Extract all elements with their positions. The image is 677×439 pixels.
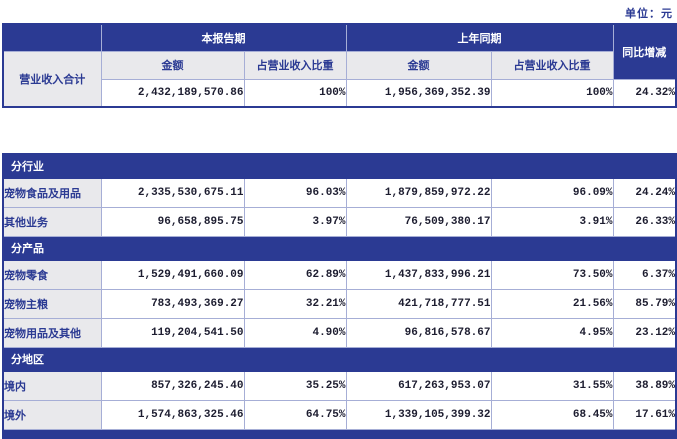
col-header-pct-current: 占营业收入比重 [243,50,347,80]
cell-yoy: 26.33% [612,206,677,237]
cell-prior-amount: 1,339,105,399.32 [345,399,492,430]
cell-current-amount: 2,335,530,675.11 [100,177,245,208]
cell-current-pct: 64.75% [243,399,347,430]
table-row: 宠物用品及其他 119,204,541.50 4.90% 96,816,578.… [2,317,677,348]
table-row: 境内 857,326,245.40 35.25% 617,263,953.07 … [2,370,677,401]
cell-prior-amount: 421,718,777.51 [345,288,492,319]
cell-prior-pct: 21.56% [490,288,614,319]
col-header-current-period: 本报告期 [100,23,347,52]
row-label-domestic: 境内 [2,370,102,401]
cell-prior-pct: 96.09% [490,177,614,208]
cell-current-pct: 3.97% [243,206,347,237]
cell-current-amount: 96,658,895.75 [100,206,245,237]
cell-current-amount: 119,204,541.50 [100,317,245,348]
cell-prior-amount: 617,263,953.07 [345,370,492,401]
cell-current-pct: 62.89% [243,259,347,290]
unit-label: 单位：元 [625,8,673,20]
cell-yoy: 38.89% [612,370,677,401]
row-label-total-revenue: 营业收入合计 [2,50,102,108]
cell-yoy: 85.79% [612,288,677,319]
table-row: 宠物主粮 783,493,369.27 32.21% 421,718,777.5… [2,288,677,319]
row-label-pet-food-supplies: 宠物食品及用品 [2,177,102,208]
cell-yoy: 6.37% [612,259,677,290]
cell-current-amount: 1,529,491,660.09 [100,259,245,290]
cell-current-pct: 96.03% [243,177,347,208]
cell-prior-amount: 76,509,380.17 [345,206,492,237]
section-header-by-region: 分地区 [2,346,677,372]
cell-prior-pct: 4.95% [490,317,614,348]
table-row: 宠物食品及用品 2,335,530,675.11 96.03% 1,879,85… [2,177,677,208]
next-section-header-cutoff [2,428,677,439]
cell-prior-pct: 73.50% [490,259,614,290]
cell-yoy: 24.24% [612,177,677,208]
table-row: 其他业务 96,658,895.75 3.97% 76,509,380.17 3… [2,206,677,237]
section-header-by-industry: 分行业 [2,153,677,179]
cell-current-amount: 1,574,863,325.46 [100,399,245,430]
cell-prior-amount: 96,816,578.67 [345,317,492,348]
cell-total-prior-pct: 100% [490,78,614,108]
row-label-pet-supplies-other: 宠物用品及其他 [2,317,102,348]
cell-yoy: 17.61% [612,399,677,430]
col-header-pct-prior: 占营业收入比重 [490,50,614,80]
cell-current-pct: 35.25% [243,370,347,401]
cell-prior-pct: 3.91% [490,206,614,237]
col-header-amount-current: 金额 [100,50,245,80]
row-label-other-business: 其他业务 [2,206,102,237]
row-label-pet-snacks: 宠物零食 [2,259,102,290]
col-header-yoy-change: 同比增减 [612,23,677,80]
row-label-pet-staple-food: 宠物主粮 [2,288,102,319]
cell-yoy: 23.12% [612,317,677,348]
table-row: 境外 1,574,863,325.46 64.75% 1,339,105,399… [2,399,677,430]
corner-cell [2,23,102,52]
cell-current-amount: 857,326,245.40 [100,370,245,401]
cell-total-current-pct: 100% [243,78,347,108]
cell-total-prior-amount: 1,956,369,352.39 [345,78,492,108]
col-header-prior-period: 上年同期 [345,23,614,52]
cell-prior-pct: 31.55% [490,370,614,401]
row-label-overseas: 境外 [2,399,102,430]
table-spacer [0,108,677,153]
cell-current-pct: 32.21% [243,288,347,319]
cell-current-amount: 783,493,369.27 [100,288,245,319]
cell-prior-pct: 68.45% [490,399,614,430]
table-row: 宠物零食 1,529,491,660.09 62.89% 1,437,833,9… [2,259,677,290]
cell-prior-amount: 1,437,833,996.21 [345,259,492,290]
cell-current-pct: 4.90% [243,317,347,348]
cell-total-current-amount: 2,432,189,570.86 [100,78,245,108]
cell-prior-amount: 1,879,859,972.22 [345,177,492,208]
revenue-summary-table: 本报告期 上年同期 同比增减 营业收入合计 金额 占营业收入比重 金额 占营业收… [2,23,677,108]
section-header-by-product: 分产品 [2,235,677,261]
col-header-amount-prior: 金额 [345,50,492,80]
cell-total-yoy: 24.32% [612,78,677,108]
revenue-breakdown-table: 分行业 宠物食品及用品 2,335,530,675.11 96.03% 1,87… [2,153,677,439]
